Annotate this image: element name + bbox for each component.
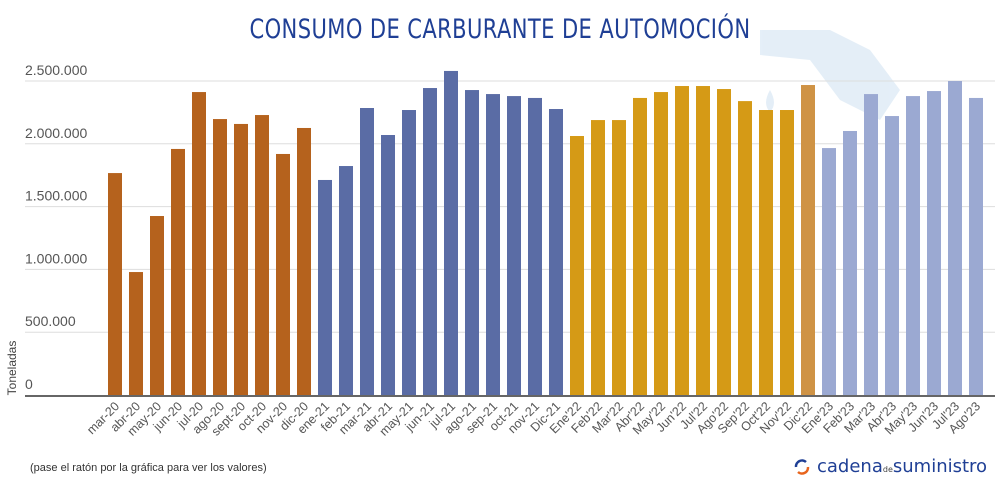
bar-oct-20[interactable] — [255, 115, 269, 395]
bar-abr-20[interactable] — [129, 272, 143, 395]
bar-Ene'22[interactable] — [570, 136, 584, 395]
hover-note: (pase el ratón por la gráfica para ver l… — [30, 462, 267, 474]
bar-nov-21[interactable] — [528, 97, 542, 396]
bar-Jun'22[interactable] — [675, 86, 689, 396]
bar-sept-20[interactable] — [234, 123, 248, 395]
bar-Ago'23[interactable] — [969, 97, 983, 396]
bar-Ago'22[interactable] — [717, 89, 731, 396]
bar-may-20[interactable] — [150, 216, 164, 395]
bar-Abr'23[interactable] — [885, 116, 899, 396]
y-tick-label: 500.000 — [25, 313, 76, 329]
bar-Nov'22[interactable] — [780, 110, 794, 395]
y-tick-label: 2.000.000 — [25, 125, 87, 141]
bar-Oct'22[interactable] — [759, 110, 773, 395]
bar-Dic-21[interactable] — [549, 109, 563, 396]
bar-Dic'22[interactable] — [801, 85, 815, 396]
bar-Jul'22[interactable] — [696, 86, 710, 396]
bar-jul-20[interactable] — [192, 92, 206, 396]
y-tick-label: 1.000.000 — [25, 250, 87, 266]
y-axis-label: Toneladas — [5, 341, 19, 396]
bar-mar-20[interactable] — [108, 173, 122, 395]
bar-Feb'22[interactable] — [591, 120, 605, 396]
bar-Feb'23[interactable] — [843, 130, 857, 395]
logo-icon — [794, 458, 810, 475]
bar-May'22[interactable] — [654, 92, 668, 396]
bar-Abr'22[interactable] — [633, 97, 647, 396]
bar-may-21[interactable] — [402, 110, 416, 395]
chart-title: CONSUMO DE CARBURANTE DE AUTOMOCIÓN — [249, 14, 751, 45]
bar-mar-21[interactable] — [360, 108, 374, 395]
bar-feb-21[interactable] — [339, 166, 353, 395]
bar-ene-21[interactable] — [318, 179, 332, 395]
bar-nov-20[interactable] — [276, 153, 290, 395]
bar-jul-21[interactable] — [444, 70, 458, 396]
bar-ago-21[interactable] — [465, 90, 479, 395]
bar-Ene'23[interactable] — [822, 148, 836, 395]
bar-sep-21[interactable] — [486, 94, 500, 395]
bar-Mar'23[interactable] — [864, 94, 878, 395]
y-tick-label: 1.500.000 — [25, 188, 87, 204]
bar-Mar'22[interactable] — [612, 120, 626, 396]
bar-oct-21[interactable] — [507, 96, 521, 396]
y-tick-label: 2.500.000 — [25, 62, 87, 78]
bar-May'23[interactable] — [906, 96, 920, 396]
bar-Jun'23[interactable] — [927, 91, 941, 395]
bar-ago-20[interactable] — [213, 119, 227, 396]
bar-Jul'23[interactable] — [948, 81, 962, 395]
y-tick-label: 0 — [25, 376, 33, 392]
bar-jun-21[interactable] — [423, 88, 437, 395]
bar-Sep'22[interactable] — [738, 101, 752, 395]
bar-abr-21[interactable] — [381, 135, 395, 395]
bar-jun-20[interactable] — [171, 148, 185, 395]
bar-dic-20[interactable] — [297, 127, 311, 396]
logo: cadenadesuministro — [793, 456, 987, 477]
